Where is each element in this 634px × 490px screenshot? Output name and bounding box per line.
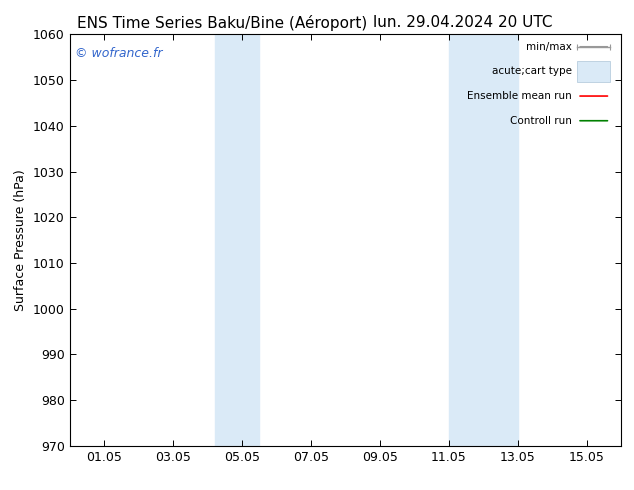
Y-axis label: Surface Pressure (hPa): Surface Pressure (hPa) [15,169,27,311]
Bar [214,34,259,446]
Text: acute;cart type: acute;cart type [492,66,572,76]
Text: Ensemble mean run: Ensemble mean run [467,91,572,101]
Text: Controll run: Controll run [510,116,572,126]
Text: ENS Time Series Baku/Bine (Aéroport): ENS Time Series Baku/Bine (Aéroport) [77,15,367,31]
Bar [449,34,518,446]
Text: min/max: min/max [526,42,572,51]
Text: © wofrance.fr: © wofrance.fr [75,47,163,60]
FancyBboxPatch shape [577,61,611,82]
Text: lun. 29.04.2024 20 UTC: lun. 29.04.2024 20 UTC [373,15,553,30]
